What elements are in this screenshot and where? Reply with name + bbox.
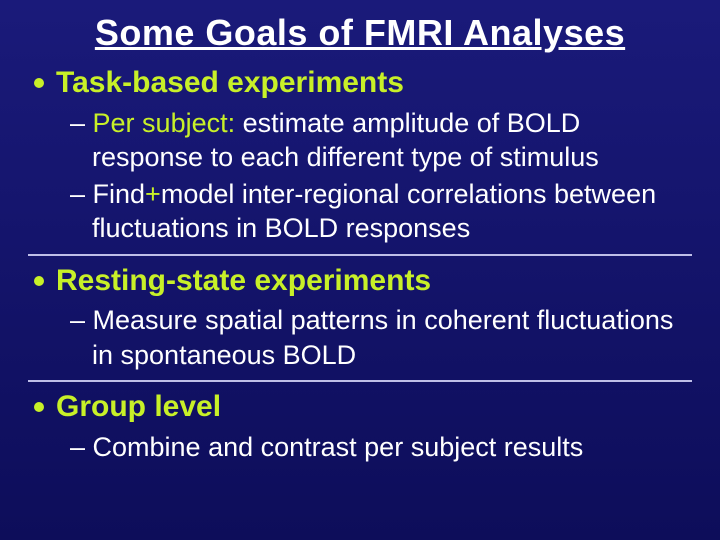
bullet-row: Resting-state experiments bbox=[34, 262, 692, 300]
sub-lead: – Find bbox=[70, 179, 145, 209]
accent-text: Per subject: bbox=[93, 108, 236, 138]
bullet-dot-icon bbox=[34, 78, 44, 88]
sub-list: – Combine and contrast per subject resul… bbox=[70, 430, 692, 465]
sub-list: – Measure spatial patterns in coherent f… bbox=[70, 303, 692, 372]
divider-line bbox=[28, 254, 692, 256]
sub-item: – Find+model inter-regional correlations… bbox=[70, 177, 692, 246]
bullet-heading: Group level bbox=[56, 388, 221, 426]
section-task-based: Task-based experiments – Per subject: es… bbox=[28, 64, 692, 246]
sub-lead: – Combine and contrast per subject resul… bbox=[70, 432, 583, 462]
sub-rest: model inter-regional correlations betwee… bbox=[92, 179, 656, 244]
sub-lead: – Measure spatial patterns in coherent f… bbox=[70, 305, 673, 370]
sub-list: – Per subject: estimate amplitude of BOL… bbox=[70, 106, 692, 246]
bullet-dot-icon bbox=[34, 276, 44, 286]
bullet-dot-icon bbox=[34, 402, 44, 412]
bullet-heading: Task-based experiments bbox=[56, 64, 404, 102]
sub-item: – Combine and contrast per subject resul… bbox=[70, 430, 692, 465]
bullet-row: Group level bbox=[34, 388, 692, 426]
section-resting-state: Resting-state experiments – Measure spat… bbox=[28, 262, 692, 373]
divider-line bbox=[28, 380, 692, 382]
accent-text: + bbox=[145, 179, 161, 209]
sub-lead: – bbox=[70, 108, 93, 138]
bullet-heading: Resting-state experiments bbox=[56, 262, 431, 300]
sub-item: – Per subject: estimate amplitude of BOL… bbox=[70, 106, 692, 175]
bullet-row: Task-based experiments bbox=[34, 64, 692, 102]
section-group-level: Group level – Combine and contrast per s… bbox=[28, 388, 692, 464]
slide-title: Some Goals of FMRI Analyses bbox=[28, 12, 692, 54]
sub-item: – Measure spatial patterns in coherent f… bbox=[70, 303, 692, 372]
